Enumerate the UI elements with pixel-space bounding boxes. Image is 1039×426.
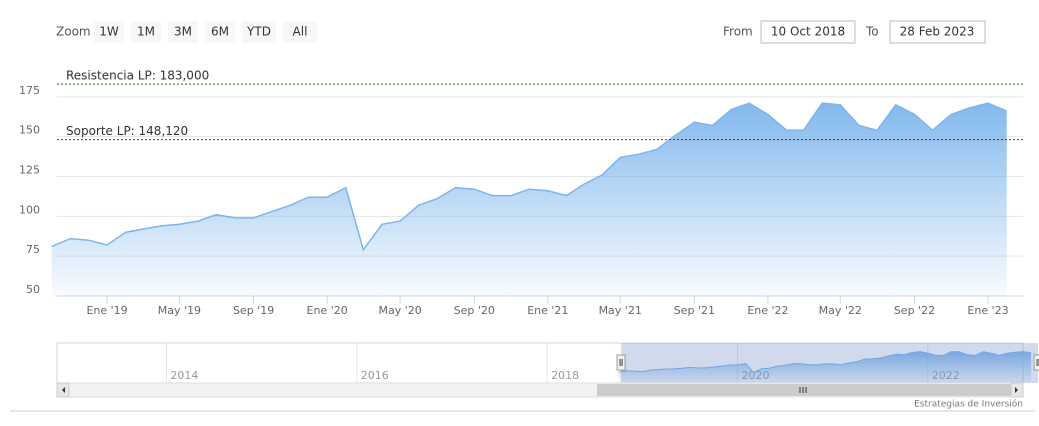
navigator-area: [618, 351, 1032, 383]
navigator-tick-label: 2016: [361, 369, 389, 382]
scrollbar-grip: [799, 387, 807, 393]
navigator-handle[interactable]: [1033, 354, 1039, 371]
x-tick-label: May '19: [158, 304, 201, 317]
range-button-label[interactable]: YTD: [246, 25, 271, 39]
to-value[interactable]: 28 Feb 2023: [900, 25, 975, 39]
from-label: From: [723, 25, 753, 39]
range-button-label[interactable]: All: [293, 25, 308, 39]
credits: Estrategias de Inversión: [914, 399, 1023, 410]
x-tick-label: Ene '21: [527, 304, 568, 317]
range-button-label[interactable]: 1M: [137, 25, 155, 39]
navigator-line: [618, 351, 1032, 374]
x-tick-label: Ene '19: [86, 304, 127, 317]
scrollbar-thumb[interactable]: [597, 384, 1011, 396]
from-value[interactable]: 10 Oct 2018: [771, 25, 845, 39]
navigator-tick-label: 2018: [551, 369, 579, 382]
navigator-tick-label: 2014: [170, 369, 198, 382]
scroll-left-arrow: [62, 387, 65, 393]
range-button[interactable]: [168, 21, 198, 43]
to-label: To: [865, 25, 879, 39]
x-tick-label: Sep '22: [894, 304, 935, 317]
scroll-right-arrow: [1015, 387, 1018, 393]
y-tick-label: 125: [19, 164, 40, 177]
x-tick-label: Sep '19: [233, 304, 274, 317]
y-tick-label: 50: [26, 283, 40, 296]
y-tick-label: 75: [26, 243, 40, 256]
x-tick-label: Ene '23: [967, 304, 1008, 317]
plot-line-label: Resistencia LP: 183,000: [66, 69, 209, 83]
x-tick-label: Ene '22: [747, 304, 788, 317]
x-tick-label: May '21: [599, 304, 642, 317]
x-tick-label: Ene '20: [307, 304, 348, 317]
zoom-label: Zoom: [56, 25, 91, 39]
range-button-label[interactable]: 3M: [174, 25, 192, 39]
x-tick-label: May '20: [378, 304, 421, 317]
range-button[interactable]: [131, 21, 161, 43]
to-input[interactable]: [889, 20, 986, 44]
series-line: [51, 102, 1007, 252]
navigator-handle[interactable]: [616, 354, 626, 371]
range-button[interactable]: [283, 21, 317, 43]
range-button-label[interactable]: 1W: [99, 25, 119, 39]
navigator-mask: [621, 343, 1039, 383]
navigator-handle-grip: [1036, 359, 1039, 366]
plot-line-label: Soporte LP: 148,120: [66, 124, 188, 138]
y-tick-label: 150: [19, 124, 40, 137]
range-button[interactable]: [205, 21, 235, 43]
y-tick-label: 100: [19, 203, 40, 216]
from-input[interactable]: [760, 20, 856, 44]
area-fill: [51, 103, 1007, 296]
x-tick-label: Sep '20: [454, 304, 495, 317]
x-tick-label: Sep '21: [674, 304, 715, 317]
range-button[interactable]: [242, 21, 276, 43]
y-tick-label: 175: [19, 84, 40, 97]
navigator-handle-grip: [619, 359, 623, 366]
x-tick-label: May '22: [819, 304, 862, 317]
range-button[interactable]: [94, 21, 124, 43]
range-button-label[interactable]: 6M: [211, 25, 229, 39]
